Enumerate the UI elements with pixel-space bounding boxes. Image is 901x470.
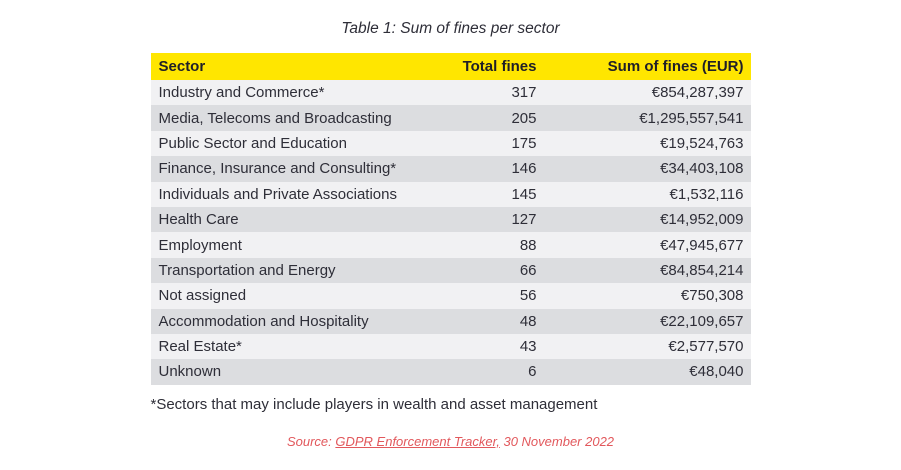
footnote-container: *Sectors that may include players in wea… bbox=[151, 396, 751, 413]
source-link[interactable]: GDPR Enforcement Tracker, bbox=[335, 433, 500, 449]
cell-sum-of-fines: €750,308 bbox=[536, 283, 751, 309]
cell-sum-of-fines: €19,524,763 bbox=[536, 130, 751, 157]
column-header-sector: Sector bbox=[150, 53, 463, 80]
table-row: Unknown 6 €48,040 bbox=[150, 359, 751, 385]
cell-total-fines: 175 bbox=[462, 130, 537, 157]
cell-sum-of-fines: €22,109,657 bbox=[536, 308, 751, 334]
table-row: Individuals and Private Associations 145 €… bbox=[150, 181, 751, 207]
cell-sum-of-fines: €854,287,397 bbox=[536, 80, 751, 106]
table-row: Not assigned 56 €750,308 bbox=[150, 283, 751, 309]
cell-sum-of-fines: €1,295,557,541 bbox=[536, 105, 751, 131]
cell-sum-of-fines: €34,403,108 bbox=[536, 156, 751, 182]
source-suffix: 30 November 2022 bbox=[499, 433, 615, 449]
cell-total-fines: 146 bbox=[462, 156, 537, 182]
cell-sector: Individuals and Private Associations bbox=[150, 181, 463, 207]
table-row: Transportation and Energy 66 €84,854,214 bbox=[150, 257, 751, 284]
cell-total-fines: 66 bbox=[462, 257, 537, 284]
fines-table-container: Sector Total fines Sum of fines (EUR) In… bbox=[150, 53, 751, 385]
cell-sum-of-fines: €48,040 bbox=[536, 359, 751, 385]
table-row: Public Sector and Education 175 €19,524,76… bbox=[150, 130, 751, 157]
cell-sector: Industry and Commerce* bbox=[150, 80, 463, 106]
table-title: Table 1: Sum of fines per sector bbox=[341, 20, 560, 37]
cell-total-fines: 317 bbox=[462, 80, 537, 106]
column-header-total-fines: Total fines bbox=[462, 53, 537, 80]
table-row: Real Estate* 43 €2,577,570 bbox=[150, 333, 751, 360]
cell-total-fines: 43 bbox=[462, 333, 537, 360]
cell-total-fines: 48 bbox=[462, 308, 537, 334]
fines-table: Sector Total fines Sum of fines (EUR) In… bbox=[150, 53, 751, 385]
table-row: Accommodation and Hospitality 48 €22,109,6… bbox=[150, 308, 751, 334]
cell-sector: Employment bbox=[150, 232, 463, 258]
table-row: Media, Telecoms and Broadcasting 205 €1,29… bbox=[150, 105, 751, 131]
cell-sector: Real Estate* bbox=[150, 333, 463, 360]
cell-sector: Not assigned bbox=[150, 283, 463, 309]
source-prefix: Source: bbox=[286, 433, 336, 449]
cell-total-fines: 88 bbox=[462, 232, 537, 258]
cell-sector: Finance, Insurance and Consulting* bbox=[150, 156, 463, 182]
cell-sector: Health Care bbox=[150, 206, 463, 233]
cell-sum-of-fines: €47,945,677 bbox=[536, 232, 751, 258]
cell-total-fines: 205 bbox=[462, 105, 537, 131]
footnote: *Sectors that may include players in wea… bbox=[150, 395, 598, 413]
table-row: Employment 88 €47,945,677 bbox=[150, 232, 751, 258]
table-row: Health Care 127 €14,952,009 bbox=[150, 206, 751, 233]
cell-sector: Media, Telecoms and Broadcasting bbox=[150, 105, 463, 131]
cell-sector: Unknown bbox=[150, 359, 463, 385]
column-header-sum-of-fines: Sum of fines (EUR) bbox=[536, 53, 751, 80]
cell-sum-of-fines: €84,854,214 bbox=[536, 257, 751, 284]
cell-sum-of-fines: €14,952,009 bbox=[536, 206, 751, 233]
table-row: Industry and Commerce* 317 €854,287,397 bbox=[150, 80, 751, 106]
cell-sum-of-fines: €2,577,570 bbox=[536, 333, 751, 360]
cell-sector: Public Sector and Education bbox=[150, 130, 463, 157]
table-row: Finance, Insurance and Consulting* 146 €34… bbox=[150, 156, 751, 182]
cell-total-fines: 6 bbox=[462, 359, 537, 385]
cell-sector: Accommodation and Hospitality bbox=[150, 308, 463, 334]
cell-total-fines: 56 bbox=[462, 283, 537, 309]
cell-sum-of-fines: €1,532,116 bbox=[536, 181, 751, 207]
source-line: Source: GDPR Enforcement Tracker, 30 Nov… bbox=[0, 434, 901, 449]
table-header-row: Sector Total fines Sum of fines (EUR) bbox=[150, 53, 751, 80]
cell-sector: Transportation and Energy bbox=[150, 257, 463, 284]
cell-total-fines: 127 bbox=[462, 206, 537, 233]
fines-table-body: Industry and Commerce* 317 €854,287,397 Med… bbox=[150, 80, 751, 385]
cell-total-fines: 145 bbox=[462, 181, 537, 207]
